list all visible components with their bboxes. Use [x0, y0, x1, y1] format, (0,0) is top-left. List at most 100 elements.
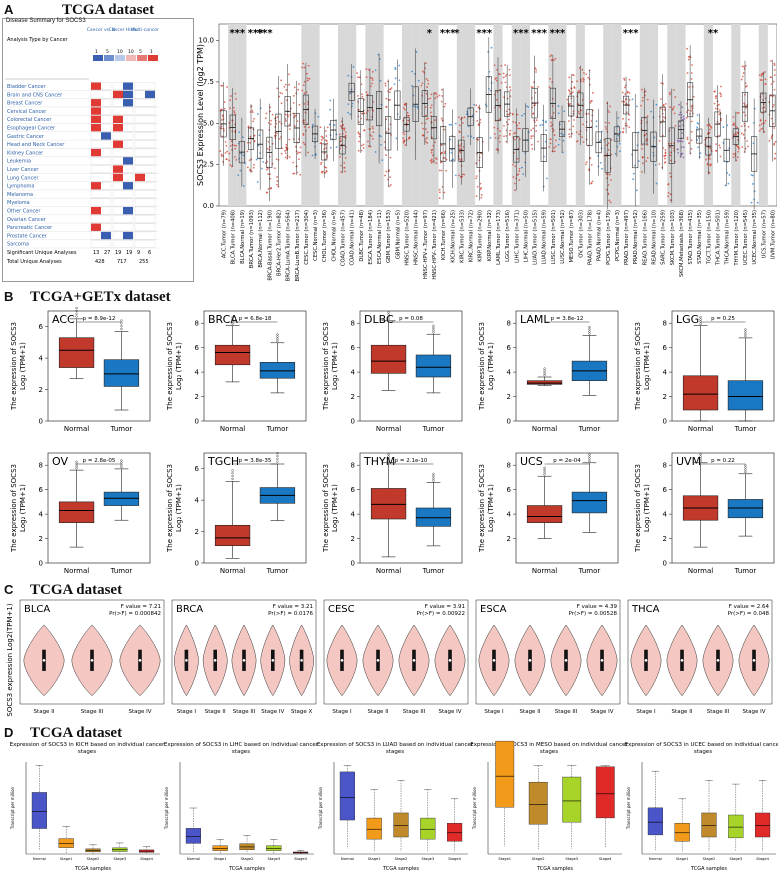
data-point [307, 64, 310, 67]
data-point [408, 136, 411, 139]
data-point [715, 143, 718, 145]
data-point [678, 113, 681, 116]
data-point [690, 105, 693, 108]
group-label: Stage2 [241, 857, 254, 861]
data-point [760, 79, 763, 81]
group-label: Stage3 [113, 857, 126, 861]
data-point [425, 128, 427, 131]
data-point [505, 134, 508, 137]
data-point [344, 170, 346, 173]
data-point [426, 137, 428, 139]
panel-c-title: TCGA dataset [30, 582, 123, 598]
y-tick-label: 2.5 [203, 161, 214, 169]
data-point [537, 140, 539, 143]
data-point [736, 131, 739, 134]
boxplot-dlbc: 0 2 4 6 8 DLBC p = 0.08 The expression of SOCS3… [322, 310, 463, 433]
data-point [280, 152, 283, 155]
data-point [671, 107, 674, 110]
data-point [467, 135, 469, 137]
data-point [663, 161, 666, 164]
data-point [347, 74, 350, 77]
x-axis-label: TCGA samples [690, 866, 727, 872]
y-tick-label: 2 [39, 386, 43, 394]
data-point [302, 134, 305, 136]
data-point [550, 121, 553, 124]
outlier [387, 455, 390, 458]
data-point [430, 93, 433, 96]
y-tick-label: 0 [507, 418, 511, 426]
data-point [514, 131, 517, 134]
data-point [646, 98, 649, 101]
data-point [223, 129, 225, 132]
data-point [770, 137, 773, 140]
data-point [343, 166, 346, 169]
data-point [229, 145, 232, 147]
data-point [221, 84, 224, 87]
data-point [573, 87, 576, 89]
box-normal [31, 792, 47, 829]
y-tick-label: 5.0 [203, 119, 214, 127]
data-point [237, 174, 240, 177]
data-point [320, 163, 322, 166]
data-point [772, 103, 775, 106]
data-point [508, 86, 511, 89]
y-tick-label: 10.0 [198, 37, 214, 45]
outlier [276, 339, 279, 343]
significance-mark: *** [248, 28, 264, 39]
data-point [687, 58, 690, 61]
data-point [758, 129, 761, 132]
data-point [515, 177, 517, 180]
data-point [686, 72, 689, 74]
data-point [534, 91, 537, 94]
data-point [627, 118, 630, 121]
data-point [438, 188, 441, 191]
outlier [699, 316, 702, 319]
p-value: p = 0.08 [399, 316, 423, 322]
data-point [708, 158, 711, 160]
data-point [407, 114, 410, 117]
outlier [588, 330, 591, 333]
data-point [430, 161, 433, 164]
data-point [761, 111, 764, 114]
x-axis-label: TCGA samples [536, 866, 573, 872]
group-label: Stage1 [498, 857, 511, 861]
data-point [306, 72, 309, 75]
stage-label: Stage IV [742, 709, 765, 715]
median-dot [376, 659, 380, 662]
data-point [329, 99, 332, 102]
y-axis-label: The expression of SOCS3 [478, 322, 486, 411]
data-point [284, 83, 287, 86]
data-point [450, 123, 453, 126]
plot-title-cont: stages [78, 749, 96, 755]
data-point [604, 121, 607, 124]
data-point [424, 67, 427, 70]
data-point [508, 132, 511, 135]
summary-cell [90, 173, 112, 182]
data-point [234, 147, 237, 150]
summary-cell [90, 190, 112, 198]
data-point [220, 155, 223, 158]
data-point [562, 139, 565, 142]
plot-frame [203, 452, 307, 564]
data-point [288, 138, 291, 141]
outlier [588, 325, 591, 329]
data-point [480, 194, 483, 196]
x-tick-label: Normal [532, 567, 557, 575]
data-point [641, 162, 644, 165]
group-label: Stage4 [448, 857, 461, 861]
f-value: F value = 2.64 [729, 604, 770, 610]
data-point [253, 134, 256, 137]
y-tick-label: 8 [39, 462, 43, 470]
summary-cell [112, 215, 134, 223]
data-point [434, 119, 437, 122]
data-point [295, 145, 297, 148]
box [247, 127, 255, 150]
data-point [676, 148, 679, 151]
column-header: Cancer vs. N [87, 27, 116, 33]
data-point [404, 144, 407, 147]
data-point [497, 149, 500, 152]
data-point [530, 86, 533, 88]
box-normal [214, 524, 251, 547]
outlier [231, 322, 234, 325]
group-label: Normal [649, 857, 662, 861]
